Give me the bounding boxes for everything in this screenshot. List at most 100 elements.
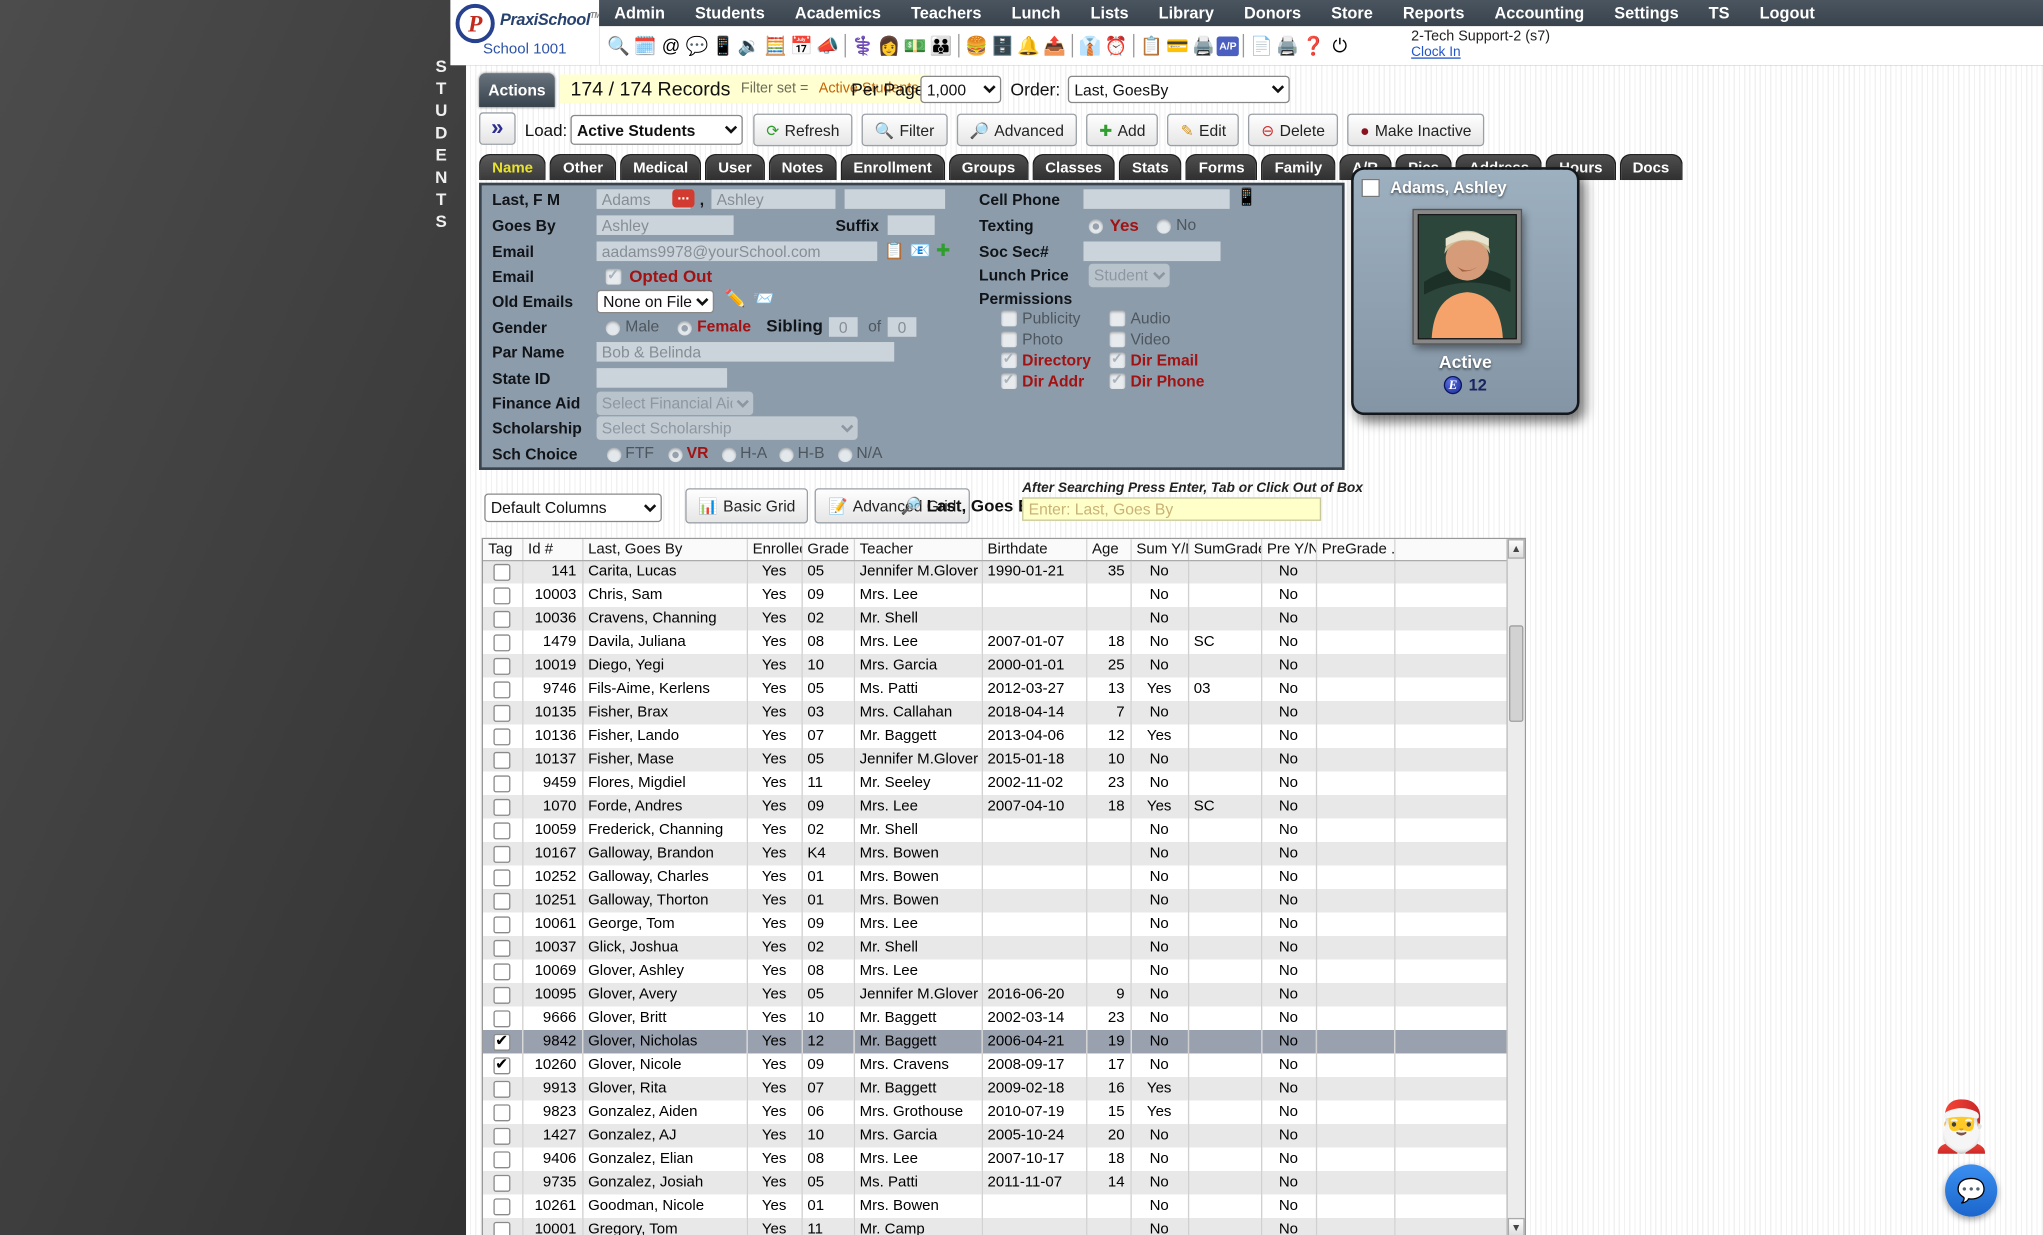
table-row-141[interactable]: 141 Carita, Lucas Yes 05 Jennifer M.Glover 19… xyxy=(482,560,1510,584)
filter-button[interactable]: 🔍 Filter xyxy=(861,113,948,147)
phone-icon[interactable]: 📱 xyxy=(1236,186,1258,207)
row-tag-checkbox[interactable] xyxy=(493,1197,511,1215)
texting-yes-radio[interactable] xyxy=(1088,219,1104,234)
printer-icon[interactable]: 🖨️ xyxy=(1276,35,1299,57)
perm-photo-checkbox[interactable] xyxy=(1001,331,1017,348)
sch-choice-vr-radio[interactable] xyxy=(668,447,683,463)
table-row-10167[interactable]: 10167 Galloway, Brandon Yes K4 Mrs. Bowen No N… xyxy=(482,841,1510,866)
row-tag-checkbox[interactable] xyxy=(493,1103,511,1121)
perm-audio-checkbox[interactable] xyxy=(1109,310,1126,327)
tab-medical[interactable]: Medical xyxy=(620,154,702,181)
copy-email-icon[interactable]: 📋 xyxy=(883,240,905,260)
send-email-icon[interactable]: 📧 xyxy=(909,240,931,260)
print-report-icon[interactable]: 🖨️ xyxy=(1192,35,1215,57)
column-header-birthdate[interactable]: Birthdate xyxy=(981,539,1087,561)
soc-sec-input[interactable] xyxy=(1083,241,1221,262)
row-tag-checkbox[interactable] xyxy=(493,821,511,839)
table-row-9666[interactable]: 9666 Glover, Britt Yes 10 Mr. Baggett 2002-03… xyxy=(482,1006,1510,1030)
table-row-9406[interactable]: 9406 Gonzalez, Elian Yes 08 Mrs. Lee 2007-10-… xyxy=(482,1147,1510,1171)
table-row-10003[interactable]: 10003 Chris, Sam Yes 09 Mrs. Lee No No xyxy=(482,583,1510,608)
tab-groups[interactable]: Groups xyxy=(948,154,1029,181)
scroll-thumb[interactable] xyxy=(1509,625,1524,722)
tab-enrollment[interactable]: Enrollment xyxy=(840,154,945,181)
column-header-name[interactable]: Last, Goes By xyxy=(582,539,748,561)
delete-button[interactable]: ⊖ Delete xyxy=(1248,113,1338,147)
menu-teachers[interactable]: Teachers xyxy=(911,3,982,23)
menu-logout[interactable]: Logout xyxy=(1759,3,1815,23)
row-tag-checkbox[interactable] xyxy=(493,586,511,604)
sch-choice-hb-radio[interactable] xyxy=(779,447,794,463)
calendar-grid-icon[interactable]: 🗓️ xyxy=(633,35,657,57)
row-tag-checkbox[interactable] xyxy=(493,939,511,957)
menu-admin[interactable]: Admin xyxy=(614,3,665,23)
tab-docs[interactable]: Docs xyxy=(1619,154,1683,181)
basic-grid-button[interactable]: 📊 Basic Grid xyxy=(685,488,809,524)
menu-donors[interactable]: Donors xyxy=(1243,3,1302,23)
tab-stats[interactable]: Stats xyxy=(1118,154,1182,181)
gender-female-radio[interactable] xyxy=(677,321,692,336)
table-row-10036[interactable]: 10036 Cravens, Channing Yes 02 Mr. Shell No No xyxy=(482,607,1510,631)
gender-male-radio[interactable] xyxy=(605,321,621,336)
load-select[interactable]: Active Students xyxy=(570,114,743,145)
table-row-1070[interactable]: 1070 Forde, Andres Yes 09 Mrs. Lee 2007-04-10… xyxy=(482,794,1510,819)
column-header-pregrade[interactable]: PreGrade ... xyxy=(1315,539,1395,561)
lunch-icon[interactable]: 🍔 xyxy=(965,35,988,57)
scholarship-select[interactable]: Select Scholarship xyxy=(596,416,858,440)
column-header-sum[interactable]: Sum Y/N xyxy=(1130,539,1189,561)
tab-notes[interactable]: Notes xyxy=(768,154,837,181)
tab-other[interactable]: Other xyxy=(550,154,617,181)
table-row-9913[interactable]: 9913 Glover, Rita Yes 07 Mr. Baggett 2009-02-… xyxy=(482,1076,1510,1101)
column-header-tag[interactable]: Tag xyxy=(482,539,523,561)
row-tag-checkbox[interactable] xyxy=(493,1174,511,1192)
edit-emails-icon[interactable]: ✏️ xyxy=(724,288,746,309)
payment-card-icon[interactable]: 💳 xyxy=(1166,35,1189,57)
row-tag-checkbox[interactable] xyxy=(493,1054,511,1074)
sibling-total-input[interactable] xyxy=(887,317,917,337)
column-header-id[interactable]: Id # xyxy=(522,539,583,561)
scroll-up-icon[interactable]: ▲ xyxy=(1507,539,1525,559)
chat-icon[interactable]: 💬 xyxy=(685,35,709,57)
staff-icon[interactable]: 👔 xyxy=(1078,35,1102,57)
row-tag-checkbox[interactable] xyxy=(493,704,511,722)
export-icon[interactable]: 📤 xyxy=(1043,35,1067,57)
opted-out-checkbox[interactable] xyxy=(605,266,622,285)
edit-button[interactable]: ✎ Edit xyxy=(1167,113,1240,147)
column-header-sumgrade[interactable]: SumGrade... xyxy=(1187,539,1262,561)
menu-store[interactable]: Store xyxy=(1331,3,1373,23)
advanced-button[interactable]: 🔎 Advanced xyxy=(956,113,1078,147)
row-tag-checkbox[interactable] xyxy=(493,1150,511,1168)
bell-icon[interactable]: 🔔 xyxy=(1017,35,1041,57)
row-tag-checkbox[interactable] xyxy=(493,915,511,933)
help-icon[interactable]: ❓ xyxy=(1302,35,1326,57)
column-header-pre[interactable]: Pre Y/N xyxy=(1261,539,1317,561)
power-icon[interactable]: ⏻ xyxy=(1332,35,1348,57)
gradebook-icon[interactable]: 🧮 xyxy=(764,35,787,57)
menu-accounting[interactable]: Accounting xyxy=(1494,3,1585,23)
row-tag-checkbox[interactable] xyxy=(493,986,511,1004)
student-preview-card[interactable]: Adams, Ashley Active E 12 xyxy=(1351,167,1580,416)
order-select[interactable]: Last, GoesBy xyxy=(1067,75,1290,104)
finance-aid-select[interactable]: Select Financial Aid xyxy=(596,391,754,416)
par-name-input[interactable] xyxy=(596,342,895,362)
locker-icon[interactable]: 🗄️ xyxy=(991,35,1014,57)
advanced-grid-button[interactable]: 📝 Advanced Grid xyxy=(814,488,970,524)
card-tag-checkbox[interactable] xyxy=(1361,178,1380,198)
table-row-10137[interactable]: 10137 Fisher, Mase Yes 05 Jennifer M.Glover 2… xyxy=(482,747,1510,772)
menu-library[interactable]: Library xyxy=(1158,3,1214,23)
perm-dir-email-checkbox[interactable] xyxy=(1109,350,1126,369)
column-header-age[interactable]: Age xyxy=(1086,539,1132,561)
nurse-icon[interactable]: ⚕️ xyxy=(851,35,875,57)
state-id-input[interactable] xyxy=(596,368,728,388)
open-mail-icon[interactable]: 📨 xyxy=(753,288,775,309)
sch-choice-ha-radio[interactable] xyxy=(721,447,737,463)
row-tag-checkbox[interactable] xyxy=(493,868,511,886)
table-row-10037[interactable]: 10037 Glick, Joshua Yes 02 Mr. Shell No No xyxy=(482,935,1510,960)
perm-directory-checkbox[interactable] xyxy=(1001,350,1017,369)
table-row-10019[interactable]: 10019 Diego, Yegi Yes 10 Mrs. Garcia 2000-01-… xyxy=(482,654,1510,678)
row-tag-checkbox[interactable] xyxy=(493,962,511,980)
row-tag-checkbox[interactable] xyxy=(493,751,511,769)
actions-button[interactable]: Actions xyxy=(479,73,555,108)
perm-dir-phone-checkbox[interactable] xyxy=(1109,371,1126,390)
